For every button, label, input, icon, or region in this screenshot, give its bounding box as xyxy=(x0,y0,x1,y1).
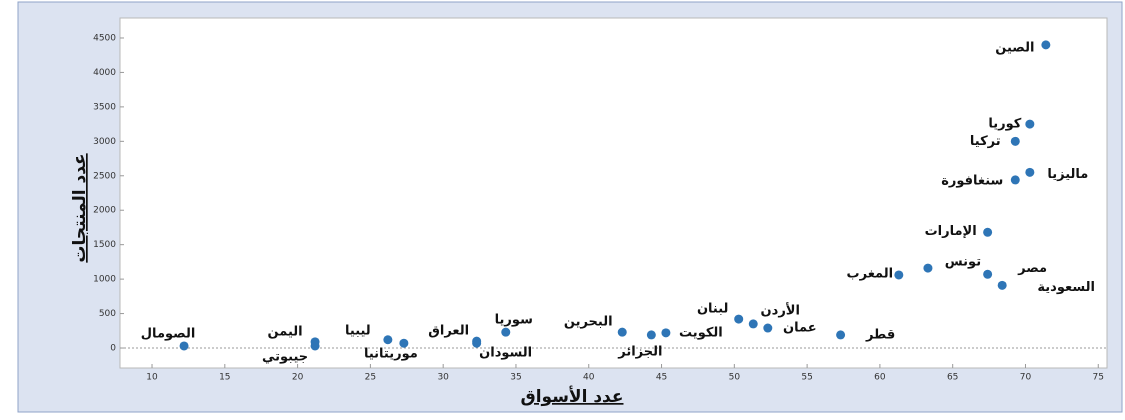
point xyxy=(310,341,320,351)
point xyxy=(1010,136,1020,146)
point-label: جيبوتي xyxy=(262,349,308,364)
point xyxy=(661,328,671,338)
y-tick-label: 3000 xyxy=(93,137,116,147)
x-tick-label: 50 xyxy=(729,373,741,383)
point-label: العراق xyxy=(428,324,469,339)
point-label: الأردن xyxy=(761,301,800,318)
point xyxy=(997,280,1007,290)
y-tick-label: 500 xyxy=(99,309,116,319)
x-tick-label: 75 xyxy=(1093,373,1104,383)
point xyxy=(646,330,656,340)
x-tick-label: 30 xyxy=(437,373,449,383)
x-tick-label: 55 xyxy=(801,373,812,383)
point xyxy=(983,227,993,237)
point xyxy=(894,270,904,280)
point xyxy=(179,341,189,351)
y-tick-label: 4000 xyxy=(93,68,116,78)
point xyxy=(763,323,773,333)
point xyxy=(734,314,744,324)
x-axis-title: عدد الأسواق xyxy=(521,386,624,407)
point xyxy=(1010,175,1020,185)
y-axis-title: عدد المنتجات xyxy=(70,153,90,262)
point-label: عمان xyxy=(783,321,817,336)
point-label: الصين xyxy=(995,40,1034,55)
x-tick-label: 15 xyxy=(219,373,230,383)
x-tick-label: 35 xyxy=(510,373,521,383)
point-label: السعودية xyxy=(1037,280,1095,295)
point xyxy=(1025,119,1035,129)
x-tick-label: 40 xyxy=(583,373,595,383)
x-tick-label: 20 xyxy=(292,373,304,383)
y-tick-label: 4500 xyxy=(93,33,116,43)
point-label: الإمارات xyxy=(925,224,977,239)
point-label: المغرب xyxy=(847,266,894,281)
point-label: مصر xyxy=(1017,261,1047,276)
point-label: موريتانيا xyxy=(364,347,418,362)
point xyxy=(923,263,933,273)
point xyxy=(748,319,758,329)
y-tick-label: 1500 xyxy=(93,240,116,250)
point-label: الكويت xyxy=(679,325,723,340)
point-label: البحرين xyxy=(564,315,613,330)
point xyxy=(399,338,409,348)
point xyxy=(983,269,993,279)
x-tick-label: 65 xyxy=(947,373,958,383)
y-tick-label: 1000 xyxy=(93,275,116,285)
point xyxy=(472,336,482,346)
x-tick-label: 25 xyxy=(365,373,376,383)
point-label: ليبيا xyxy=(345,323,371,338)
x-tick-label: 45 xyxy=(656,373,667,383)
point-label: لبنان xyxy=(697,302,728,317)
point-label: الصومال xyxy=(141,326,196,341)
x-tick-label: 10 xyxy=(146,373,158,383)
point-label: الجزائر xyxy=(617,344,662,359)
y-tick-label: 0 xyxy=(110,344,116,354)
y-tick-label: 3500 xyxy=(93,102,116,112)
point xyxy=(1025,167,1035,177)
point-label: تونس xyxy=(945,255,981,270)
point-label: سوريا xyxy=(495,313,533,328)
point-label: قطر xyxy=(865,327,895,342)
point xyxy=(501,327,511,337)
point-label: اليمن xyxy=(268,324,303,339)
point-label: ماليزيا xyxy=(1047,167,1088,182)
point xyxy=(617,327,627,337)
point-label: كوريا xyxy=(988,117,1021,132)
point xyxy=(836,330,846,340)
y-tick-label: 2500 xyxy=(93,171,116,181)
x-tick-label: 60 xyxy=(874,373,886,383)
point xyxy=(1041,40,1051,50)
x-tick-label: 70 xyxy=(1020,373,1032,383)
y-tick-label: 2000 xyxy=(93,206,116,216)
point-label: السودان xyxy=(479,346,532,361)
point-label: سنغافورة xyxy=(941,173,1003,188)
point-label: تركيا xyxy=(970,134,1001,149)
point xyxy=(383,335,393,345)
plot-area xyxy=(119,17,1108,369)
